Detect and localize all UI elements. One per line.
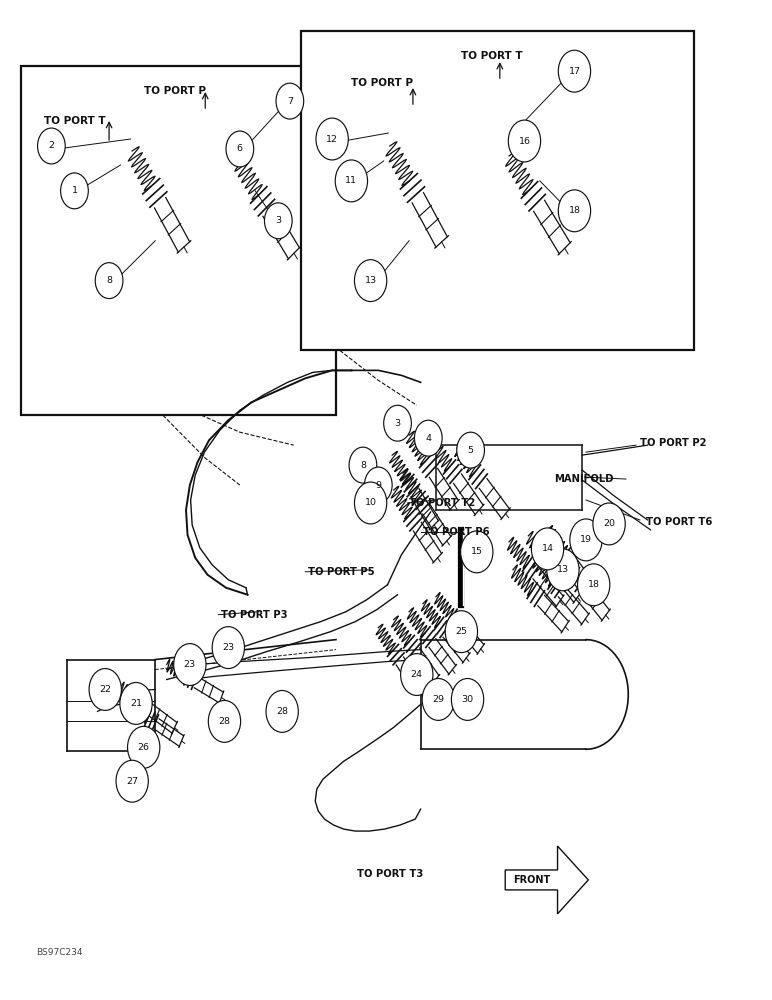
Text: TO PORT P2: TO PORT P2 bbox=[640, 438, 706, 448]
Text: TO PORT T: TO PORT T bbox=[462, 51, 523, 61]
Text: 3: 3 bbox=[276, 216, 281, 225]
Circle shape bbox=[445, 611, 478, 653]
Polygon shape bbox=[505, 846, 588, 914]
Circle shape bbox=[89, 669, 121, 710]
Text: 8: 8 bbox=[360, 461, 366, 470]
Text: BS97C234: BS97C234 bbox=[36, 948, 83, 957]
Text: 19: 19 bbox=[580, 535, 592, 544]
Text: 8: 8 bbox=[106, 276, 112, 285]
Text: 3: 3 bbox=[394, 419, 401, 428]
Text: 17: 17 bbox=[568, 67, 581, 76]
Text: 11: 11 bbox=[345, 176, 357, 185]
Text: 14: 14 bbox=[541, 544, 554, 553]
Circle shape bbox=[95, 263, 123, 299]
Text: 10: 10 bbox=[364, 498, 377, 507]
Text: 23: 23 bbox=[184, 660, 196, 669]
Text: 15: 15 bbox=[471, 547, 482, 556]
Circle shape bbox=[577, 564, 610, 606]
Circle shape bbox=[593, 503, 625, 545]
Text: 16: 16 bbox=[519, 136, 530, 145]
Circle shape bbox=[558, 50, 591, 92]
Circle shape bbox=[265, 203, 292, 239]
Text: TO PORT P3: TO PORT P3 bbox=[221, 610, 287, 620]
Text: 18: 18 bbox=[587, 580, 600, 589]
Text: 13: 13 bbox=[557, 565, 569, 574]
Circle shape bbox=[401, 654, 433, 695]
Circle shape bbox=[452, 679, 484, 720]
Text: TO PORT T6: TO PORT T6 bbox=[646, 517, 713, 527]
Text: 22: 22 bbox=[100, 685, 111, 694]
Circle shape bbox=[415, 420, 442, 456]
Text: 23: 23 bbox=[222, 643, 235, 652]
Text: TO PORT P5: TO PORT P5 bbox=[307, 567, 374, 577]
Circle shape bbox=[508, 120, 540, 162]
Text: TO PORT P: TO PORT P bbox=[351, 78, 413, 88]
Circle shape bbox=[276, 83, 303, 119]
Circle shape bbox=[316, 118, 348, 160]
Text: FRONT: FRONT bbox=[513, 875, 550, 885]
Text: 4: 4 bbox=[425, 434, 432, 443]
Circle shape bbox=[212, 627, 245, 669]
Circle shape bbox=[422, 679, 455, 720]
Text: 6: 6 bbox=[237, 144, 243, 153]
Text: 9: 9 bbox=[375, 481, 381, 490]
Text: 20: 20 bbox=[603, 519, 615, 528]
Circle shape bbox=[364, 467, 392, 503]
Text: TO PORT T3: TO PORT T3 bbox=[357, 869, 423, 879]
Circle shape bbox=[354, 260, 387, 302]
Text: 12: 12 bbox=[326, 135, 338, 144]
Text: 26: 26 bbox=[137, 743, 150, 752]
Circle shape bbox=[266, 690, 298, 732]
Circle shape bbox=[335, 160, 367, 202]
Text: TO PORT T: TO PORT T bbox=[44, 116, 105, 126]
Circle shape bbox=[116, 760, 148, 802]
Circle shape bbox=[127, 726, 160, 768]
Bar bbox=[21, 66, 336, 415]
Text: 21: 21 bbox=[130, 699, 142, 708]
Text: 28: 28 bbox=[276, 707, 288, 716]
Text: 29: 29 bbox=[432, 695, 445, 704]
Circle shape bbox=[461, 531, 493, 573]
Text: 24: 24 bbox=[411, 670, 423, 679]
Circle shape bbox=[120, 682, 152, 724]
Circle shape bbox=[570, 519, 602, 561]
Text: 2: 2 bbox=[49, 141, 54, 150]
Text: 7: 7 bbox=[287, 97, 293, 106]
Circle shape bbox=[208, 700, 241, 742]
Circle shape bbox=[61, 173, 88, 209]
Text: TO PORT P6: TO PORT P6 bbox=[423, 527, 489, 537]
Circle shape bbox=[384, 405, 411, 441]
Circle shape bbox=[226, 131, 254, 167]
Circle shape bbox=[558, 190, 591, 232]
Text: 18: 18 bbox=[568, 206, 581, 215]
Text: TO PORT P: TO PORT P bbox=[144, 86, 205, 96]
Text: 28: 28 bbox=[218, 717, 231, 726]
Circle shape bbox=[349, 447, 377, 483]
Circle shape bbox=[354, 482, 387, 524]
Text: 1: 1 bbox=[72, 186, 77, 195]
Text: 13: 13 bbox=[364, 276, 377, 285]
Text: 5: 5 bbox=[468, 446, 473, 455]
Circle shape bbox=[531, 528, 564, 570]
Text: 25: 25 bbox=[455, 627, 467, 636]
Text: TO PORT T2: TO PORT T2 bbox=[409, 498, 476, 508]
Text: 27: 27 bbox=[126, 777, 138, 786]
Text: 30: 30 bbox=[462, 695, 473, 704]
Circle shape bbox=[547, 549, 579, 591]
Circle shape bbox=[38, 128, 66, 164]
Text: MANIFOLD: MANIFOLD bbox=[554, 474, 613, 484]
Bar bbox=[301, 31, 694, 350]
Circle shape bbox=[174, 644, 206, 685]
Circle shape bbox=[457, 432, 485, 468]
